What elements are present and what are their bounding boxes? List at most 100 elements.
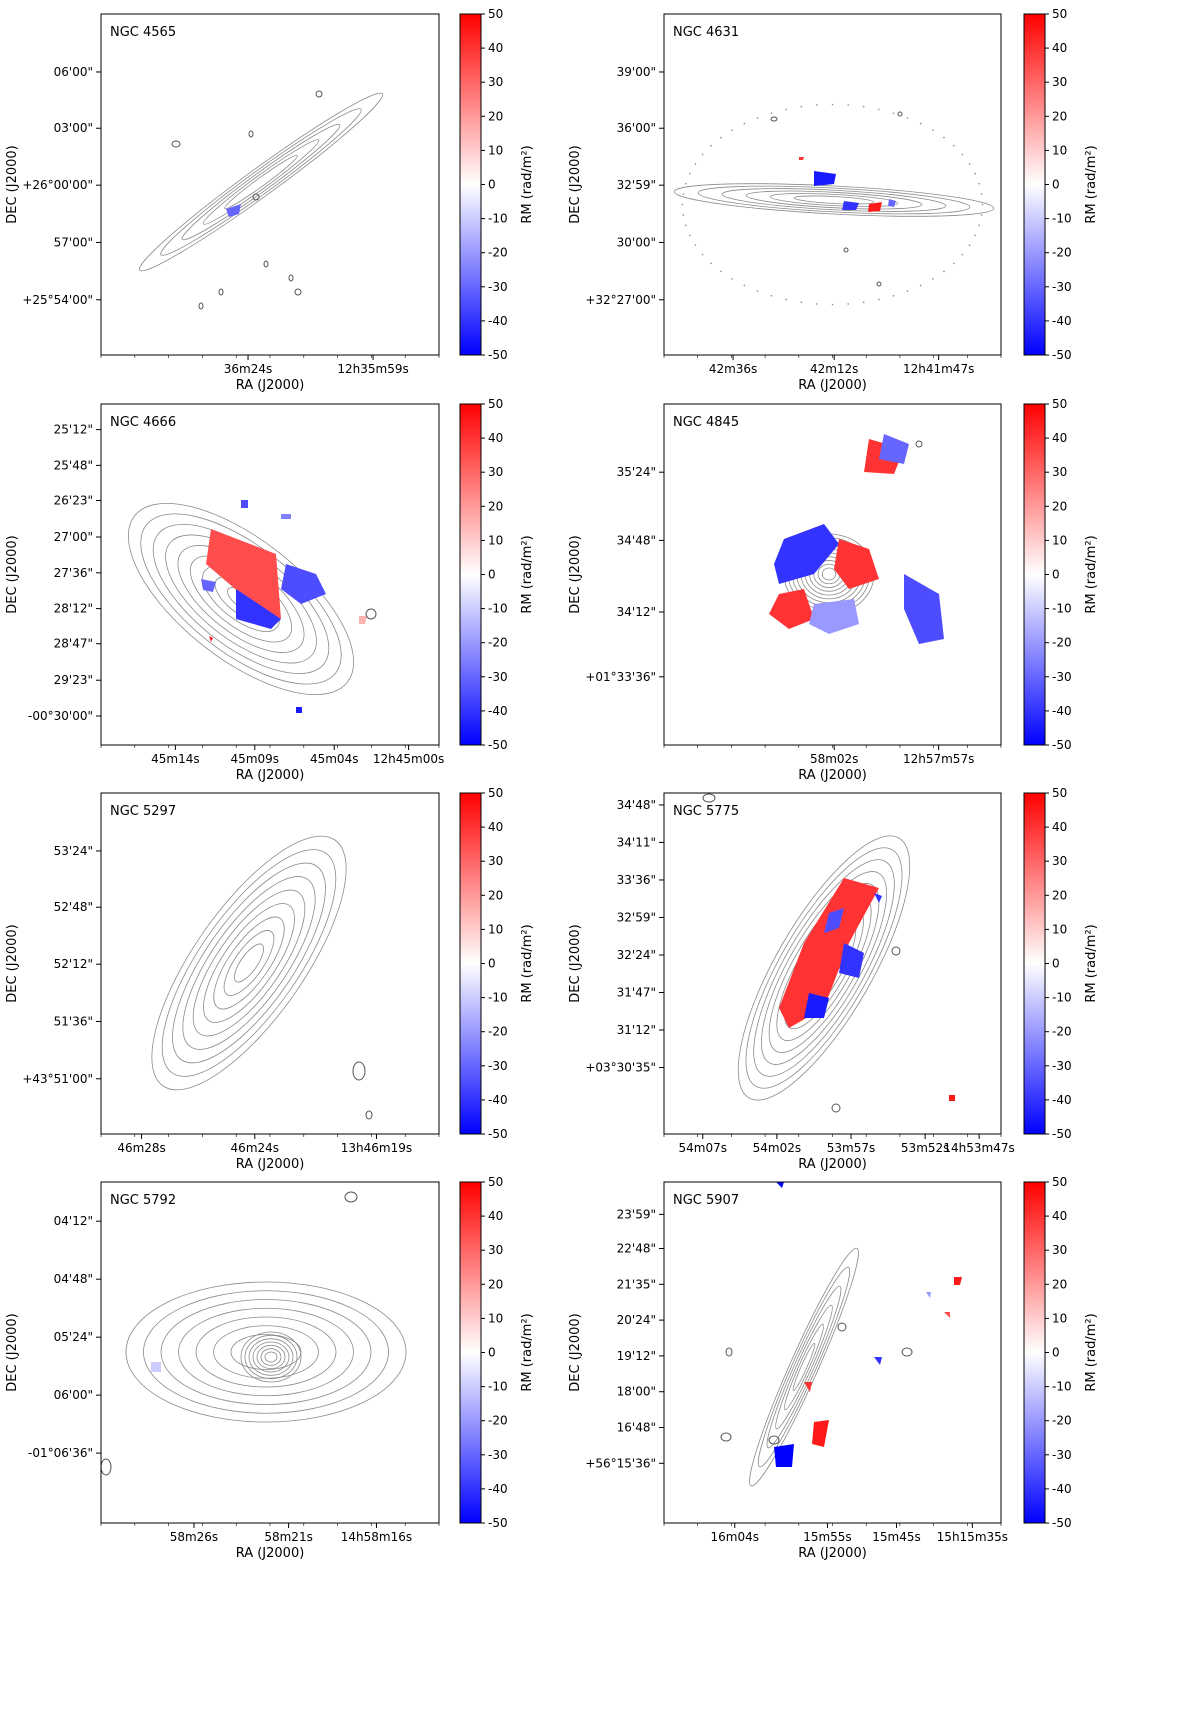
noise-20 <box>756 290 759 292</box>
panel-title: NGC 4631 <box>673 25 739 40</box>
source-1 <box>768 1435 780 1445</box>
colorbar-tick-label: 30 <box>488 465 503 479</box>
colorbar-tick-label: 10 <box>1052 533 1067 547</box>
y-tick-label: -01°06'36" <box>28 1446 93 1460</box>
noise-0 <box>981 203 984 206</box>
noise-27 <box>689 234 691 237</box>
colorbar-tick-label: 20 <box>1052 1277 1067 1291</box>
colorbar-tick-label: 0 <box>1052 568 1060 582</box>
noise-11 <box>892 295 895 297</box>
noise-59 <box>980 193 983 195</box>
contour-0 <box>673 183 995 217</box>
y-tick-label: 22'48" <box>617 1241 656 1255</box>
y-tick-label: 04'12" <box>54 1214 93 1228</box>
noise-40 <box>756 117 759 119</box>
rm-patch-7 <box>209 636 213 642</box>
noise-26 <box>694 244 697 246</box>
colorbar-tick-label: 30 <box>1052 465 1067 479</box>
x-axis-label: RA (J2000) <box>236 1157 305 1172</box>
contour-4 <box>224 154 298 210</box>
noise-38 <box>731 129 733 131</box>
colorbar-tick-label: 50 <box>488 1175 503 1189</box>
y-axis-label: DEC (J2000) <box>5 924 20 1003</box>
colorbar <box>459 13 482 356</box>
y-tick-label: 05'24" <box>54 1330 93 1344</box>
noise-36 <box>710 144 712 147</box>
contour-3 <box>202 139 320 225</box>
noise-6 <box>953 262 955 265</box>
colorbar-label: RM (rad/m²) <box>1084 145 1099 223</box>
x-tick-label: 42m36s <box>709 362 757 376</box>
source-0 <box>720 1432 732 1442</box>
noise-16 <box>816 303 818 305</box>
y-tick-label: +43°51'00" <box>22 1072 93 1086</box>
source-0 <box>891 946 901 956</box>
rm-patch-4 <box>799 157 804 160</box>
x-tick-label: 54m07s <box>679 1141 727 1155</box>
source-7 <box>288 274 294 282</box>
colorbar-tick-label: -20 <box>488 246 508 260</box>
colorbar-tick-label: 10 <box>1052 1311 1067 1325</box>
y-tick-label: 06'00" <box>54 65 93 79</box>
x-tick-label: 12h57m57s <box>903 752 974 766</box>
noise-47 <box>862 105 865 108</box>
x-tick-label: 15h15m35s <box>937 1530 1008 1544</box>
panel-title: NGC 5907 <box>673 1193 739 1208</box>
rm-patch-4 <box>874 893 882 903</box>
x-tick-label: 58m21s <box>264 1530 312 1544</box>
y-tick-label: 26'23" <box>54 494 93 508</box>
source-2 <box>315 90 323 98</box>
contour-5 <box>203 903 295 1023</box>
contour-2 <box>160 1299 372 1405</box>
y-tick-label: 20'24" <box>617 1313 656 1327</box>
noise-4 <box>968 244 971 246</box>
contour-0 <box>125 1281 407 1423</box>
colorbar-tick-label: 30 <box>1052 1243 1067 1257</box>
rm-patch-2 <box>839 943 864 978</box>
map-content <box>151 835 373 1120</box>
rm-patch-5 <box>949 1095 955 1101</box>
colorbar-tick-label: 50 <box>1052 786 1067 800</box>
colorbar-tick-label: 0 <box>1052 957 1060 971</box>
panel-title: NGC 4666 <box>110 415 176 430</box>
noise-55 <box>961 153 964 156</box>
colorbar-tick-label: -10 <box>1052 991 1072 1005</box>
colorbar-tick-label: -40 <box>1052 314 1072 328</box>
y-tick-label: 28'47" <box>54 637 93 651</box>
colorbar <box>459 1181 482 1524</box>
y-tick-label: 33'36" <box>617 873 656 887</box>
contour-6 <box>230 1334 302 1370</box>
colorbar-tick-label: -40 <box>1052 1482 1072 1496</box>
colorbar-tick-label: -50 <box>488 1127 508 1141</box>
source-1 <box>252 193 260 201</box>
y-tick-label: 34'48" <box>617 533 656 547</box>
colorbar-tick-label: -20 <box>1052 1025 1072 1039</box>
contour-4 <box>768 883 880 1053</box>
rm-patch-4 <box>874 1357 882 1365</box>
colorbar-tick-label: 30 <box>488 854 503 868</box>
contour-0 <box>737 835 911 1101</box>
contour-2 <box>766 1285 842 1449</box>
colorbar-tick-label: -50 <box>488 738 508 752</box>
y-tick-label: 31'12" <box>617 1023 656 1037</box>
colorbar-tick-label: -20 <box>488 1414 508 1428</box>
contour-3 <box>178 1307 354 1397</box>
colorbar-tick-label: 50 <box>488 397 503 411</box>
colorbar-tick-label: 40 <box>1052 41 1067 55</box>
x-axis-label: RA (J2000) <box>798 768 867 783</box>
map-content <box>720 1182 962 1487</box>
noise-49 <box>892 112 895 114</box>
colorbar-tick-label: -10 <box>488 991 508 1005</box>
source-3 <box>897 111 903 117</box>
noise-45 <box>831 103 834 106</box>
y-tick-label: 25'48" <box>54 458 93 472</box>
colorbar-tick-label: 30 <box>488 75 503 89</box>
colorbar-tick-label: 0 <box>488 1346 496 1360</box>
rm-patch-0 <box>779 878 879 1028</box>
y-tick-label: 19'12" <box>617 1349 656 1363</box>
noise-29 <box>682 214 685 216</box>
contour-2 <box>721 188 947 212</box>
source-1 <box>843 247 849 253</box>
y-tick-label: +01°33'36" <box>585 670 656 684</box>
